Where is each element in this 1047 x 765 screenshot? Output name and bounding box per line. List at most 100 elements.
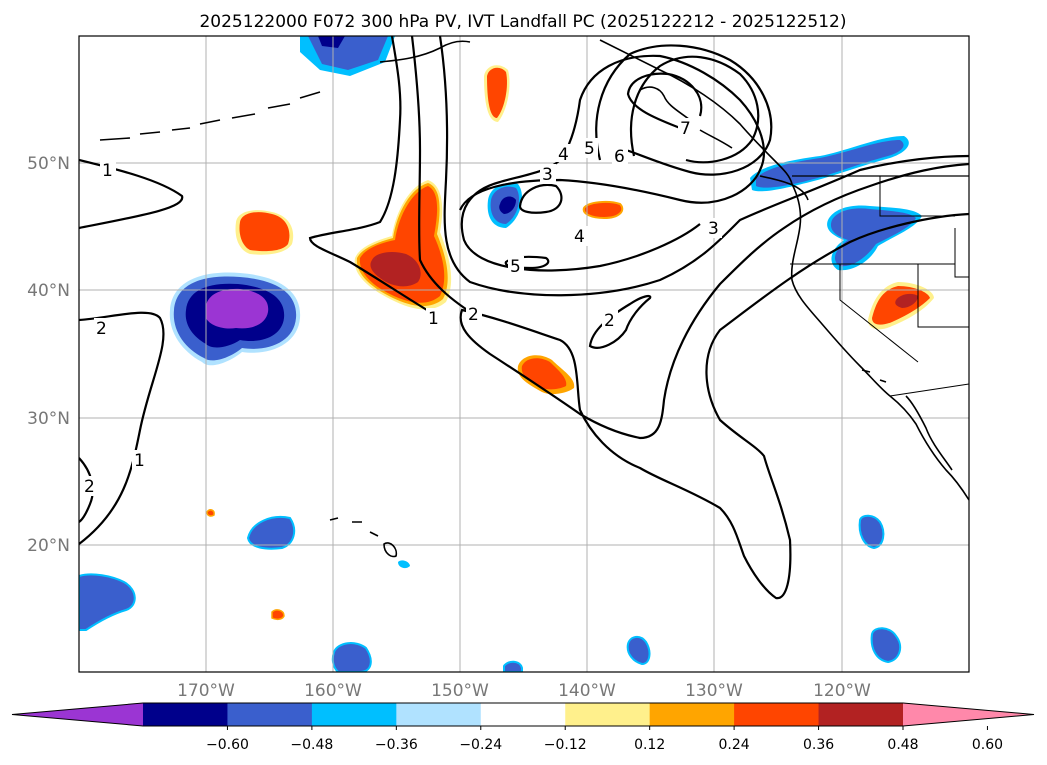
coast-vancouver: [759, 175, 809, 201]
colorbar-segment: [227, 703, 313, 726]
neg-anomaly-south-1: [331, 642, 372, 672]
lon-tick-label: 120°W: [813, 681, 871, 701]
contour-6-top: [629, 55, 760, 164]
neg-anomaly-pnw-2-core: [830, 208, 916, 267]
pos-anomaly-small-2: [206, 509, 215, 517]
contour-label: 1: [134, 451, 145, 471]
contour-2-main: [410, 36, 481, 319]
lon-tick-label: 150°W: [431, 681, 489, 701]
colorbar-tick-label: 0.24: [719, 737, 750, 753]
contour-label: 6: [614, 147, 625, 167]
colorbar-segment: [480, 703, 566, 726]
lon-tick-label: 160°W: [304, 681, 362, 701]
neg-anomaly-south-2: [626, 636, 651, 666]
colorbar-segment: [396, 703, 482, 726]
neg-anomaly-mexico: [870, 627, 902, 664]
contour-3-main: [438, 36, 969, 297]
colorbar-segment: [311, 703, 397, 726]
contour-label: 3: [542, 165, 553, 185]
colorbar-tick-label: 0.36: [803, 737, 834, 753]
colorbar-segment: [649, 703, 735, 726]
lat-tick-label: 20°N: [27, 536, 70, 556]
contour-label: 3: [708, 219, 719, 239]
colorbar-tick-label: −0.24: [459, 737, 502, 753]
contour-1-main: [308, 36, 441, 319]
lat-tick-label: 40°N: [27, 281, 70, 301]
contour-1-west: [79, 158, 184, 230]
contour-4-ring: [458, 54, 765, 272]
pos-anomaly-west-core: [239, 212, 290, 252]
coast-baja: [905, 395, 953, 471]
pos-anomaly-california-deep: [895, 293, 918, 308]
graticule: [79, 36, 969, 672]
contour-label: 2: [604, 311, 615, 331]
contour-label: 4: [574, 227, 585, 247]
figure-title: 2025122000 F072 300 hPa PV, IVT Landfall…: [199, 12, 846, 32]
contour-3-small: [518, 183, 563, 214]
contour-7-top: [626, 72, 703, 130]
neg-anomaly-small-3: [398, 560, 410, 569]
colorbar: −0.60 −0.48 −0.36 −0.24 −0.12 0.12 0.24 0.36 0.4…: [11, 702, 1035, 753]
lon-tick-label: 130°W: [685, 681, 743, 701]
colorbar-tick-label: −0.48: [290, 737, 333, 753]
pos-anomaly-east: [582, 200, 624, 220]
contour-2-small: [588, 294, 652, 349]
pos-anomaly-small-1: [271, 609, 285, 621]
pv-contours: [79, 36, 969, 600]
lon-tick-label: 170°W: [177, 681, 235, 701]
border-states-5: [954, 228, 969, 278]
lon-tick-label: 140°W: [558, 681, 616, 701]
colorbar-tick-label: −0.60: [206, 737, 249, 753]
contour-5-top: [595, 44, 773, 176]
pos-anomaly-center-3: [370, 252, 421, 287]
coast-socal-islands: [861, 369, 887, 383]
lat-tick-labels: 50°N 40°N 30°N 20°N: [27, 154, 70, 556]
pc-shading: [79, 36, 934, 672]
colorbar-segment: [565, 703, 651, 726]
colorbar-tick-label: 0.12: [634, 737, 665, 753]
contour-label: 7: [680, 119, 691, 139]
contour-label-group: 1 2 3 4 5 6 7 1 2 3 4 5 2 1: [82, 118, 722, 497]
contour-2-west-inner: [79, 457, 94, 523]
border-us-mexico: [889, 383, 969, 397]
coast-hawaii: [329, 517, 398, 558]
colorbar-tick-label: 0.48: [887, 737, 918, 753]
neg-anomaly-baja: [858, 514, 885, 550]
neg-anomaly-center-deep: [499, 196, 516, 214]
colorbar-extend-low: [12, 703, 143, 726]
map-frame: [78, 35, 970, 673]
coast-islands-bc: [639, 86, 733, 149]
colorbar-tick-label: −0.12: [544, 737, 587, 753]
contour-2-west: [79, 311, 165, 545]
contour-label: 4: [558, 145, 569, 165]
neg-anomaly-south-3: [503, 660, 523, 672]
border-states-1: [879, 176, 955, 217]
neg-anomaly-southwest: [79, 573, 136, 631]
colorbar-segment: [818, 703, 904, 726]
colorbar-tick-label: −0.36: [375, 737, 418, 753]
coast-alaska-peninsula: [379, 40, 471, 63]
border-states-4: [917, 264, 969, 328]
colorbar-tick-label: 0.60: [972, 737, 1003, 753]
pos-anomaly-gulf-core: [487, 67, 507, 118]
contour-label: 2: [468, 305, 479, 325]
neg-anomaly-west-3: [206, 288, 269, 329]
neg-anomaly-north-pacific-deep: [318, 36, 345, 48]
lat-tick-label: 30°N: [27, 409, 70, 429]
pos-anomaly-subtropic-core: [521, 358, 567, 390]
lat-tick-label: 50°N: [27, 154, 70, 174]
coast-aleutians: [99, 91, 321, 141]
contour-label: 1: [428, 309, 439, 329]
colorbar-outline: [11, 702, 1035, 727]
contour-label: 1: [102, 161, 113, 181]
contour-label: 5: [584, 139, 595, 159]
contour-label: 5: [510, 257, 521, 277]
border-states-3: [839, 264, 919, 363]
contour-label: 2: [84, 477, 95, 497]
colorbar-segment: [143, 703, 228, 726]
contour-3-southeast: [459, 162, 969, 600]
lon-tick-labels: 170°W 160°W 150°W 140°W 130°W 120°W: [177, 681, 871, 701]
neg-anomaly-hawaii-west: [246, 516, 296, 550]
contour-label: 2: [96, 319, 107, 339]
